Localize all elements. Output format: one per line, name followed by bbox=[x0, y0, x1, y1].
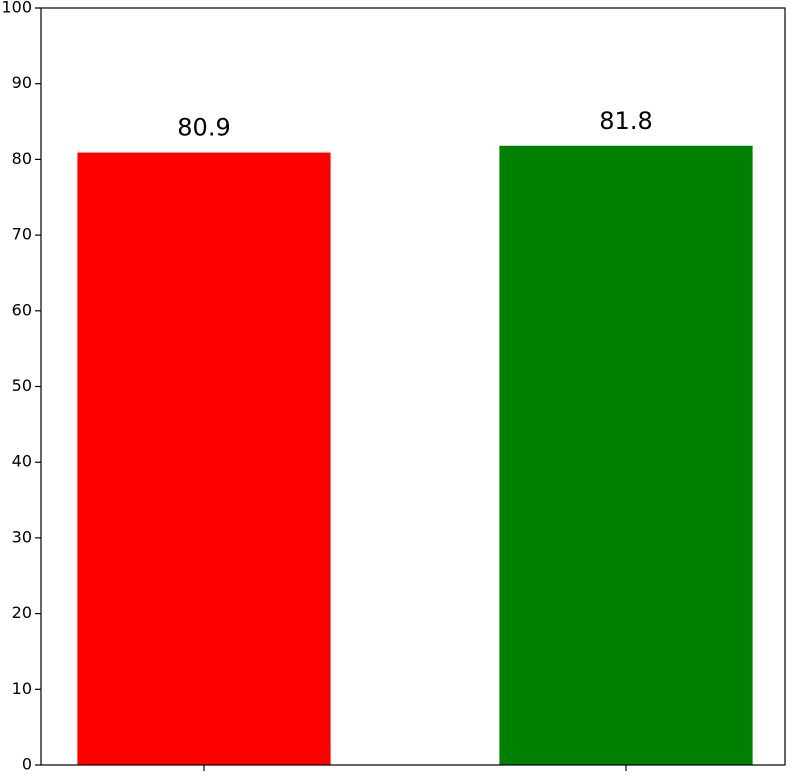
value-label: 81.8 bbox=[599, 107, 652, 135]
plot-frame bbox=[40, 7, 786, 766]
y-tick-label: 30 bbox=[12, 527, 32, 546]
bar bbox=[499, 145, 753, 766]
y-tick-label: 10 bbox=[12, 679, 32, 698]
y-tick-label: 40 bbox=[12, 452, 32, 471]
y-tick-label: 20 bbox=[12, 603, 32, 622]
y-tick-label: 50 bbox=[12, 376, 32, 395]
y-tick-label: 60 bbox=[12, 300, 32, 319]
value-label: 80.9 bbox=[177, 114, 230, 142]
y-tick-label: 0 bbox=[22, 755, 32, 774]
bar bbox=[77, 152, 331, 765]
y-tick-label: 100 bbox=[1, 0, 32, 17]
y-tick-label: 90 bbox=[12, 73, 32, 92]
y-tick-label: 70 bbox=[12, 225, 32, 244]
y-tick-label: 80 bbox=[12, 149, 32, 168]
